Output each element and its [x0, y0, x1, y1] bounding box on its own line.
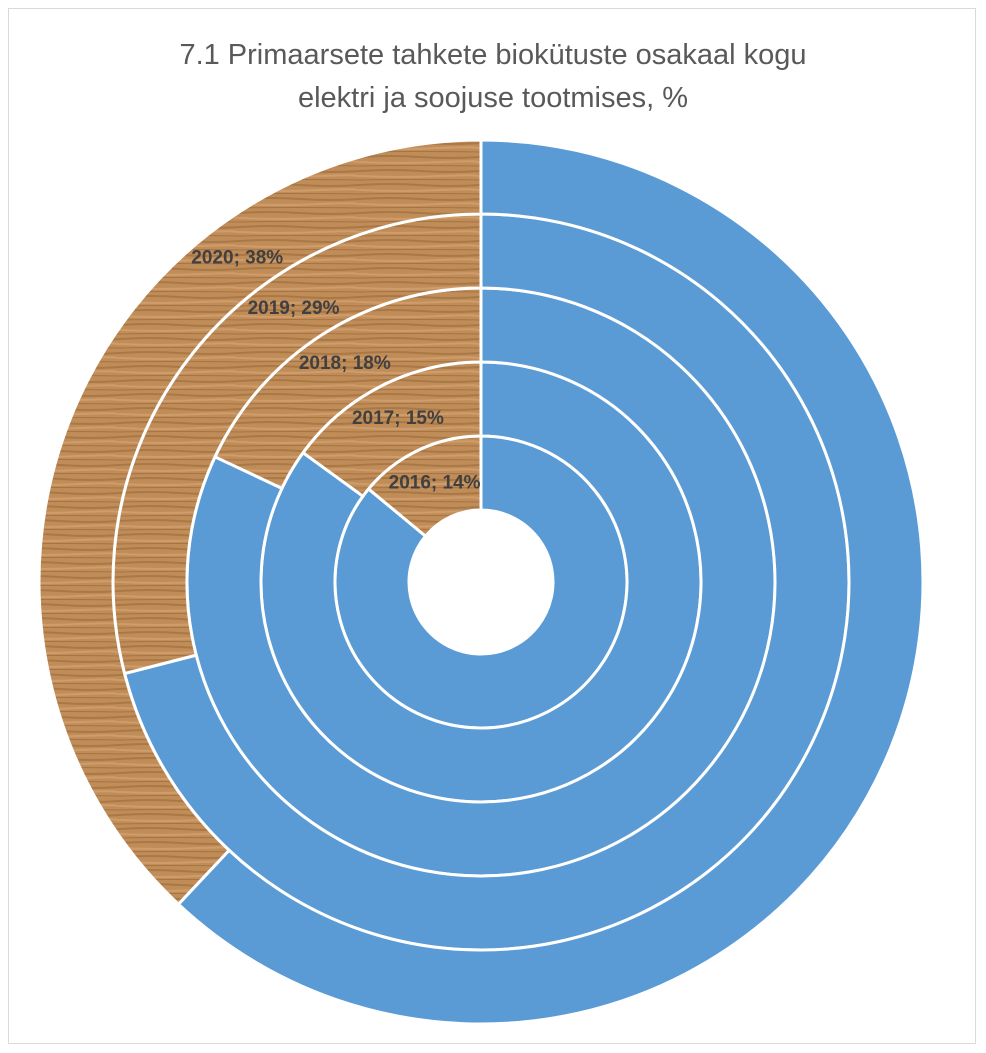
data-label: 2020; 38%	[191, 248, 283, 269]
chart-title: 7.1 Primaarsete tahkete biokütuste osaka…	[179, 39, 807, 114]
ring-rest	[176, 138, 925, 1026]
ring-slice	[37, 138, 483, 907]
data-label: 2018; 18%	[299, 353, 391, 374]
chart-frame	[8, 8, 976, 1044]
data-label: 2017; 15%	[352, 408, 444, 429]
data-label: 2019; 29%	[248, 298, 340, 319]
data-label: 2016; 14%	[389, 472, 481, 493]
